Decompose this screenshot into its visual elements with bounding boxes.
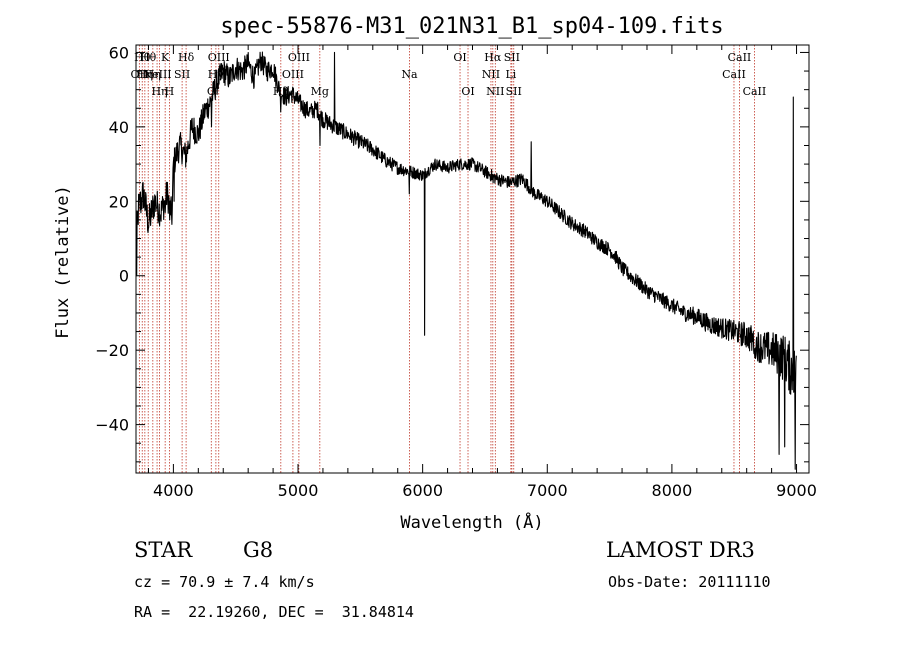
y-tick-label: 40 — [109, 118, 129, 137]
line-label-OI: OI — [453, 51, 466, 64]
x-tick-label: 7000 — [527, 481, 568, 500]
y-tick-label: −40 — [95, 416, 129, 435]
y-tick-label: 0 — [119, 267, 129, 286]
line-label-NII: NII — [482, 68, 500, 81]
line-label-CaII: CaII — [743, 85, 767, 98]
line-label-SII: SII — [506, 85, 522, 98]
spectral-subclass: G8 — [243, 538, 274, 562]
line-label-SII: SII — [504, 51, 520, 64]
survey-name: LAMOST DR3 — [606, 538, 755, 562]
line-label-NII: NII — [486, 85, 504, 98]
line-label-NeIII: NeIII — [142, 68, 171, 81]
y-tick-label: 20 — [109, 192, 129, 211]
x-tick-label: 5000 — [278, 481, 319, 500]
flux-series-line — [135, 51, 797, 470]
line-label-K: K — [161, 51, 170, 64]
line-label-Hδ: Hδ — [178, 51, 195, 64]
observation-date: Obs-Date: 20111110 — [608, 573, 771, 591]
line-label-OIII: OIII — [288, 51, 310, 64]
plot-frame — [135, 44, 810, 474]
spectral-line-markers — [138, 45, 755, 473]
y-axis-ticks: −40 −20 0 20 40 60 — [95, 43, 809, 463]
redshift-velocity: cz = 70.9 ± 7.4 km/s — [134, 573, 315, 591]
line-label-CaII: CaII — [722, 68, 746, 81]
y-axis-label: Flux (relative) — [53, 185, 73, 339]
line-label-OI: OI — [461, 85, 474, 98]
x-tick-label: 6000 — [402, 481, 443, 500]
sky-coordinates: RA = 22.19260, DEC = 31.84814 — [134, 603, 414, 621]
spectral-line-labels: OIIHθHηHθHηNeIIIHηKHSIIHδGHγOIIIHβOIIIOI… — [131, 51, 767, 98]
x-tick-label: 8000 — [652, 481, 693, 500]
x-axis-ticks: 4000 5000 6000 7000 8000 9000 — [147, 45, 817, 500]
line-label-Hη: Hη — [151, 85, 167, 98]
line-label-H: H — [165, 85, 175, 98]
line-label-G: G — [207, 85, 216, 98]
line-label-Li: Li — [505, 68, 516, 81]
line-label-Mg: Mg — [311, 85, 329, 98]
x-tick-label: 4000 — [153, 481, 194, 500]
x-axis-label: Wavelength (Å) — [400, 511, 543, 533]
line-label-OIII: OIII — [208, 51, 230, 64]
line-label-SII: SII — [174, 68, 190, 81]
line-label-CaII: CaII — [728, 51, 752, 64]
line-label-Hα: Hα — [484, 51, 502, 64]
x-tick-label: 9000 — [776, 481, 817, 500]
line-label-OIII: OIII — [282, 68, 304, 81]
chart-title: spec-55876-M31_021N31_B1_sp04-109.fits — [220, 14, 723, 39]
line-label-Na: Na — [401, 68, 418, 81]
line-label-Hη: Hη — [145, 68, 161, 81]
line-label-OII: OII — [131, 68, 149, 81]
y-tick-label: 60 — [109, 43, 129, 62]
line-label-Hθ: Hθ — [134, 51, 151, 64]
y-tick-label: −20 — [95, 341, 129, 360]
object-class: STAR — [134, 538, 193, 562]
line-label-Hθ: Hθ — [140, 51, 157, 64]
